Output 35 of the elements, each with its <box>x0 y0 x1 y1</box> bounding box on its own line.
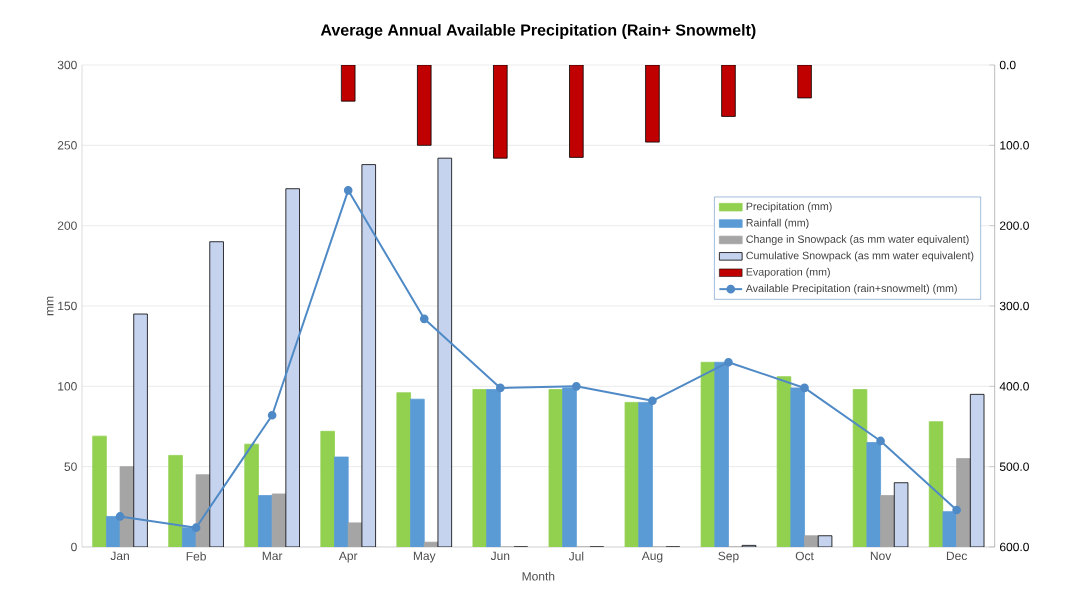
x-tick-label: May <box>413 551 436 563</box>
legend-label: Precipitation (mm) <box>746 202 832 213</box>
y2-tick-label: 200.0 <box>999 221 1029 230</box>
y-tick-label: 200 <box>57 221 77 230</box>
x-tick-label: Sep <box>718 551 739 563</box>
y2-tick-label: 400.0 <box>999 382 1029 391</box>
y2-tick-label: 100.0 <box>1000 141 1029 150</box>
y2-tick-label: 0.0 <box>999 60 1016 70</box>
legend-label: Rainfall (mm) <box>746 218 809 229</box>
legend-label: Evaporation (mm) <box>746 267 830 278</box>
x-tick-label: Feb <box>186 551 206 561</box>
legend-label: Cumulative Snowpack (as mm water equivalent) <box>746 251 974 262</box>
x-tick-label: Jan <box>110 551 129 561</box>
x-tick-label: Jul <box>568 551 584 561</box>
x-tick-label: Mar <box>262 551 283 561</box>
y-tick-label: 300 <box>57 60 77 70</box>
y-tick-label: 250 <box>57 141 77 150</box>
y-tick-label: 150 <box>58 301 77 311</box>
y2-tick-label: 600.0 <box>999 542 1029 552</box>
y-tick-label: 100 <box>58 382 77 391</box>
x-tick-label: Dec <box>946 551 967 561</box>
x-tick-label: Apr <box>338 551 358 563</box>
x-tick-label: Aug <box>641 551 663 563</box>
x-axis-title: Month <box>522 571 555 581</box>
y-tick-label: 50 <box>64 462 77 471</box>
y-axis-title: mm <box>46 296 54 316</box>
x-tick-label: Oct <box>795 551 814 561</box>
y2-tick-label: 500.0 <box>999 462 1029 471</box>
chart-title: Average Annual Available Precipitation (Rain+ Snowmelt) <box>320 23 756 39</box>
y2-tick-label: 300.0 <box>999 301 1029 311</box>
y-tick-label: 0 <box>71 542 77 552</box>
x-tick-label: Jun <box>490 551 510 561</box>
legend-label: Change in Snowpack (as mm water equivalent) <box>746 235 969 246</box>
legend-label: Available Precipitation (rain+snowmelt) (mm) <box>745 284 957 295</box>
x-tick-label: Nov <box>870 551 892 561</box>
